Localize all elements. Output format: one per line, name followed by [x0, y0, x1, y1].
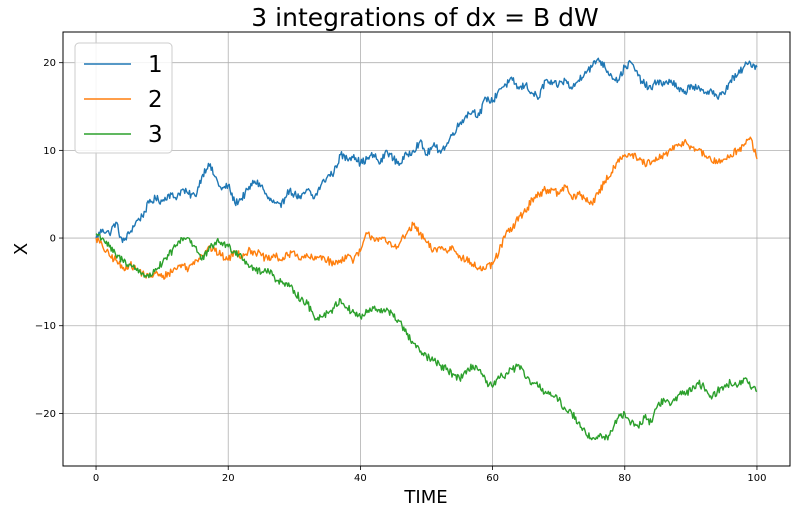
x-axis-ticks: 0 20 40 60 80 100	[93, 466, 767, 484]
legend-label-3: 3	[148, 122, 163, 148]
legend-box	[74, 42, 173, 154]
series-line-1	[95, 57, 758, 244]
y-tick-label: −20	[35, 409, 56, 420]
y-tick-label: −10	[35, 321, 56, 332]
x-tick-label: 40	[354, 473, 367, 484]
x-tick-label: 100	[747, 473, 766, 484]
chart-title: 3 integrations of dx = B dW	[251, 3, 598, 32]
series-line-3	[95, 233, 758, 441]
x-tick-label: 20	[222, 473, 235, 484]
x-tick-label: 0	[93, 473, 99, 484]
series-lines	[95, 57, 758, 441]
y-axis-label: X	[11, 243, 32, 255]
legend-label-1: 1	[148, 52, 163, 78]
plot-frame	[62, 31, 791, 467]
y-tick-label: 10	[43, 146, 56, 157]
legend-label-2: 2	[148, 87, 163, 113]
x-tick-label: 60	[486, 473, 499, 484]
y-tick-label: 20	[43, 58, 56, 69]
x-tick-label: 80	[618, 473, 631, 484]
y-tick-label: 0	[50, 234, 56, 245]
y-axis-ticks: −20 −10 0 10 20	[35, 58, 63, 420]
x-axis-label: TIME	[403, 487, 447, 508]
legend: 1 2 3	[74, 42, 173, 154]
